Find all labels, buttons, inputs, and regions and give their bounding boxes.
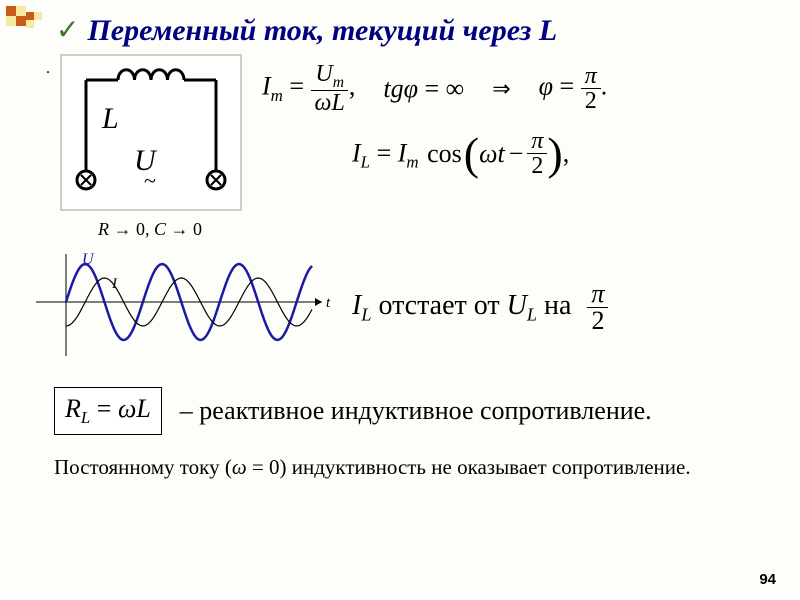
sym-eq3: = [560,72,575,101]
frac-Um-wL: Um ωL [311,62,349,115]
z1: 0, [136,219,154,239]
equations-block: Im = Um ωL , tgφ = ∞ ⇒ φ = π 2 . [262,62,607,180]
limits-text: R → 0, C → 0 [98,219,800,240]
sym-phi: φ [404,74,418,103]
sym-R: R [98,219,109,239]
frac-pi-2c: π 2 [587,281,608,334]
page-title: Переменный ток, текущий через L [87,14,557,48]
sub-m3: m [406,153,418,172]
wave-row: UIt IL отстает от UL на π 2 [36,250,800,365]
sym-wt: ωt [479,139,505,169]
sym-2b: 2 [527,154,547,178]
lag-phrase: IL отстает от UL на [352,290,571,326]
sym-eq4: = [377,139,392,168]
dc-om: ω [232,455,247,479]
equation-line-2: IL = Im cos ( ωt − π 2 ) , [352,127,607,180]
txt-by: на [544,290,571,321]
sym-eq5: = [90,394,118,423]
sym-I2: I [352,139,361,168]
dc-note: Постоянному току (ω = 0) индуктивность н… [54,455,800,480]
comma-2: , [563,139,570,168]
first-row: LU~ Im = Um ωL , tgφ = ∞ ⇒ φ = π [60,54,800,211]
period-1: . [601,72,608,101]
sym-2c: 2 [587,308,608,334]
arrow-2: → [166,219,193,239]
dc-t1: Постоянному току ( [54,455,232,479]
txt-lags: отстает от [378,290,506,321]
sym-cos: cos [427,139,462,169]
implies-icon: ⇒ [492,76,510,102]
sym-minus: − [509,139,524,169]
sym-RL: R [65,394,81,423]
check-icon: ✓ [56,17,79,45]
svg-text:U: U [82,251,95,268]
svg-text:L: L [101,102,119,135]
sym-pi3: π [587,281,608,308]
arrow-1: → [109,219,136,239]
sub-UL: L [527,304,537,324]
sym-I: I [262,72,271,101]
sub-IL: L [361,304,371,324]
title-row: ✓ Переменный ток, текущий через L [0,0,800,48]
sub-L: L [361,153,370,172]
reactance-row: RL = ωL – реактивное индуктивное сопроти… [54,387,800,435]
sym-C: C [154,219,166,239]
sub-m: m [271,86,283,105]
svg-text:t: t [326,295,331,311]
circuit-diagram: LU~ [60,54,242,211]
sym-inf: ∞ [446,74,465,103]
wave-plot: UIt [36,250,336,365]
sym-eq: = [289,72,304,101]
sym-pi2: π [527,129,547,154]
reactance-label: – реактивное индуктивное сопротивление. [180,396,652,426]
sym-2: 2 [581,89,601,113]
sub-m2: m [333,74,344,91]
sym-pi: π [581,64,601,89]
sym-wL: ωL [311,91,349,115]
frac-pi-2b: π 2 [527,129,547,178]
sym-wL2: ωL [118,394,151,423]
corner-decoration [6,6,46,35]
comma-1: , [349,72,356,101]
equation-line-1: Im = Um ωL , tgφ = ∞ ⇒ φ = π 2 . [262,62,607,115]
sym-U: U [315,61,332,87]
rparen: ) [547,127,562,180]
sym-eq2: = [424,74,439,103]
reactance-formula: RL = ωL [54,387,162,435]
svg-text:I: I [111,276,118,292]
sym-UL: U [507,290,527,321]
sub-RL: L [81,408,90,427]
sym-tg: tg [383,74,403,103]
dc-t2: = 0) индуктивность не оказывает сопротив… [247,455,691,479]
page-number: 94 [759,571,776,588]
z2: 0 [193,219,202,239]
sym-phi2: φ [539,72,553,101]
frac-pi-2: π 2 [581,64,601,113]
sym-IL: I [352,290,361,321]
lparen: ( [464,127,479,180]
svg-text:~: ~ [144,168,156,193]
stray-dot: . [46,60,50,78]
